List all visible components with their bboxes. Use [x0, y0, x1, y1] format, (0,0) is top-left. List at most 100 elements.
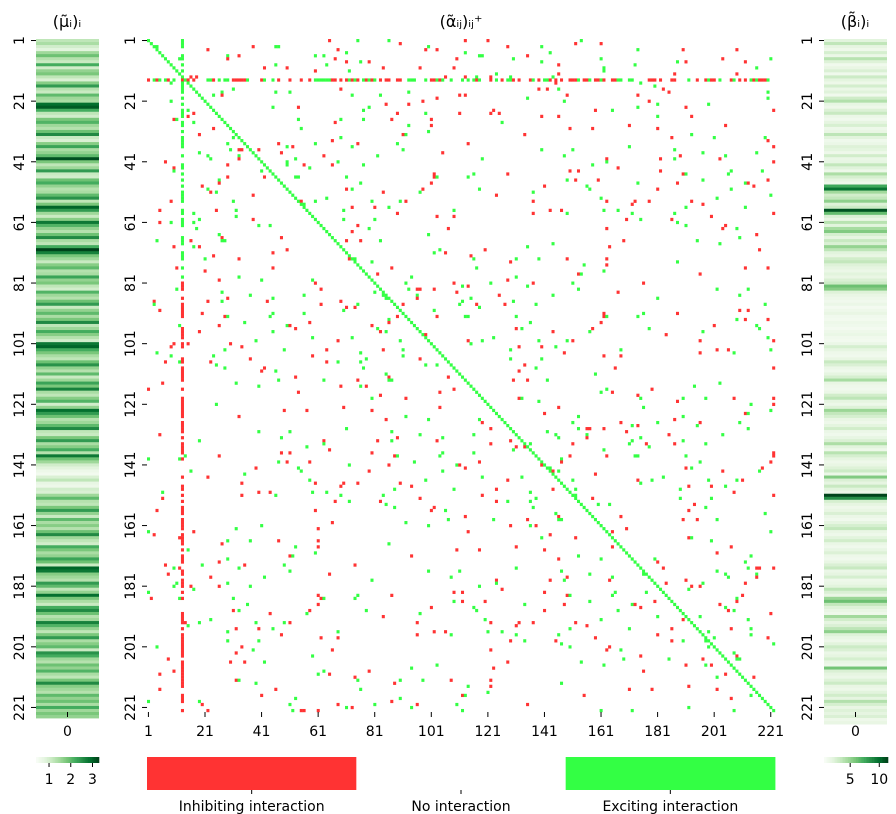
strip-cell — [36, 572, 99, 576]
matrix-cell — [279, 181, 283, 185]
matrix-cell — [180, 654, 184, 658]
matrix-cell — [353, 305, 357, 309]
matrix-cell — [260, 78, 264, 82]
colorbar-segment — [846, 757, 849, 763]
matrix-cell — [656, 560, 660, 564]
matrix-cell — [627, 123, 631, 128]
matrix-cell — [345, 251, 349, 255]
matrix-cell — [180, 114, 184, 119]
colorbar-segment — [37, 757, 40, 763]
matrix-cell — [197, 439, 201, 443]
matrix-cell — [432, 345, 436, 349]
strip-cell — [36, 129, 99, 134]
matrix-cell — [475, 302, 479, 306]
matrix-cell — [627, 554, 631, 558]
strip-cell — [36, 505, 99, 510]
matrix-cell — [359, 266, 363, 270]
matrix-cell — [288, 190, 292, 194]
matrix-cell — [401, 132, 405, 137]
matrix-cell — [480, 339, 484, 343]
matrix-cell — [209, 190, 213, 194]
matrix-cell — [585, 433, 589, 437]
matrix-cell — [226, 123, 230, 128]
strip-cell — [824, 363, 887, 367]
alpha-x-tick-label: 21 — [196, 724, 214, 740]
strip-cell — [824, 214, 887, 219]
strip-cell — [36, 248, 99, 252]
matrix-cell — [418, 287, 422, 291]
strip-cell — [824, 651, 887, 655]
strip-cell — [824, 193, 887, 197]
matrix-cell — [180, 672, 184, 676]
matrix-cell — [169, 63, 173, 67]
matrix-cell — [262, 66, 267, 70]
matrix-cell — [285, 145, 289, 149]
matrix-cell — [455, 369, 459, 373]
matrix-cell — [675, 60, 680, 64]
matrix-cell — [395, 142, 399, 146]
matrix-cell — [418, 190, 422, 194]
matrix-cell — [766, 336, 770, 340]
matrix-cell — [610, 545, 614, 549]
matrix-cell — [246, 78, 250, 82]
matrix-cell — [435, 78, 439, 82]
matrix-cell — [619, 420, 623, 425]
matrix-cell — [319, 302, 323, 306]
matrix-cell — [574, 42, 578, 46]
matrix-cell — [248, 584, 252, 588]
matrix-cell — [322, 596, 326, 601]
matrix-cell — [568, 126, 572, 131]
matrix-cell — [528, 442, 532, 446]
matrix-cell — [579, 660, 583, 664]
matrix-cell — [715, 196, 719, 200]
matrix-cell — [347, 254, 351, 258]
matrix-cell — [477, 584, 481, 588]
alpha-panel-title: (α̃ᵢⱼ)ᵢⱼ⁺ — [440, 12, 483, 31]
matrix-cell — [180, 621, 184, 625]
matrix-cell — [735, 226, 739, 231]
strip-cell — [824, 475, 887, 479]
mu-panel-title: (μ̃ᵢ)ᵢ — [53, 12, 81, 31]
strip-cell — [824, 557, 887, 561]
matrix-cell — [726, 660, 730, 664]
matrix-cell — [681, 611, 685, 616]
strip-cell — [824, 502, 887, 507]
matrix-cell — [262, 163, 267, 167]
matrix-cell — [313, 78, 317, 82]
strip-cell — [824, 217, 887, 222]
colorbar-segment — [832, 757, 834, 763]
matrix-cell — [452, 66, 456, 70]
matrix-cell — [585, 184, 589, 188]
matrix-cell — [701, 151, 705, 155]
matrix-cell — [557, 478, 561, 482]
matrix-cell — [509, 78, 513, 82]
matrix-cell — [180, 539, 184, 543]
matrix-cell — [243, 320, 247, 325]
matrix-cell — [670, 627, 674, 631]
matrix-cell — [180, 311, 184, 316]
matrix-cell — [466, 381, 470, 385]
matrix-cell — [345, 78, 349, 82]
matrix-cell — [384, 293, 388, 297]
matrix-cell — [308, 478, 312, 482]
matrix-cell — [328, 233, 332, 237]
matrix-cell — [698, 420, 702, 425]
matrix-cell — [175, 266, 179, 270]
matrix-cell — [605, 263, 609, 267]
matrix-cell — [463, 314, 467, 319]
strip-cell — [824, 263, 887, 267]
strip-cell — [824, 287, 887, 291]
matrix-cell — [336, 160, 340, 164]
matrix-cell — [376, 284, 380, 288]
matrix-cell — [503, 302, 507, 306]
matrix-cell — [214, 111, 218, 115]
matrix-cell — [616, 542, 620, 546]
matrix-cell — [613, 590, 617, 594]
matrix-cell — [322, 54, 326, 58]
matrix-cell — [766, 96, 770, 100]
matrix-cell — [630, 202, 634, 206]
strip-cell — [36, 327, 99, 331]
strip-cell — [824, 45, 887, 49]
matrix-cell — [656, 296, 660, 300]
